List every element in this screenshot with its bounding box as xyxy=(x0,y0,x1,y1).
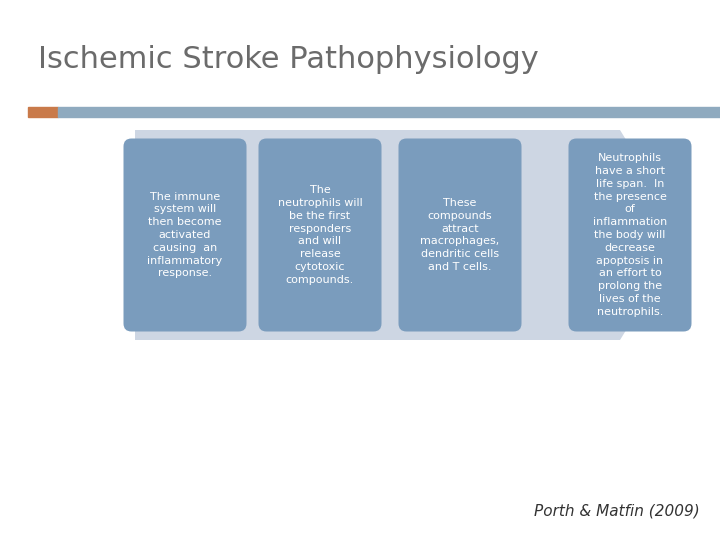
Text: Ischemic Stroke Pathophysiology: Ischemic Stroke Pathophysiology xyxy=(38,45,539,75)
FancyBboxPatch shape xyxy=(398,138,521,332)
Text: Porth & Matfin (2009): Porth & Matfin (2009) xyxy=(534,503,700,518)
Text: The
neutrophils will
be the first
responders
and will
release
cytotoxic
compound: The neutrophils will be the first respon… xyxy=(278,185,362,285)
Text: These
compounds
attract
macrophages,
dendritic cells
and T cells.: These compounds attract macrophages, den… xyxy=(420,198,500,272)
FancyBboxPatch shape xyxy=(258,138,382,332)
FancyBboxPatch shape xyxy=(569,138,691,332)
FancyBboxPatch shape xyxy=(124,138,246,332)
Text: The immune
system will
then become
activated
causing  an
inflammatory
response.: The immune system will then become activ… xyxy=(148,192,222,279)
Text: Neutrophils
have a short
life span.  In
the presence
of
inflammation
the body wi: Neutrophils have a short life span. In t… xyxy=(593,153,667,317)
Bar xyxy=(28,107,58,117)
Polygon shape xyxy=(135,130,685,340)
Bar xyxy=(58,107,720,117)
